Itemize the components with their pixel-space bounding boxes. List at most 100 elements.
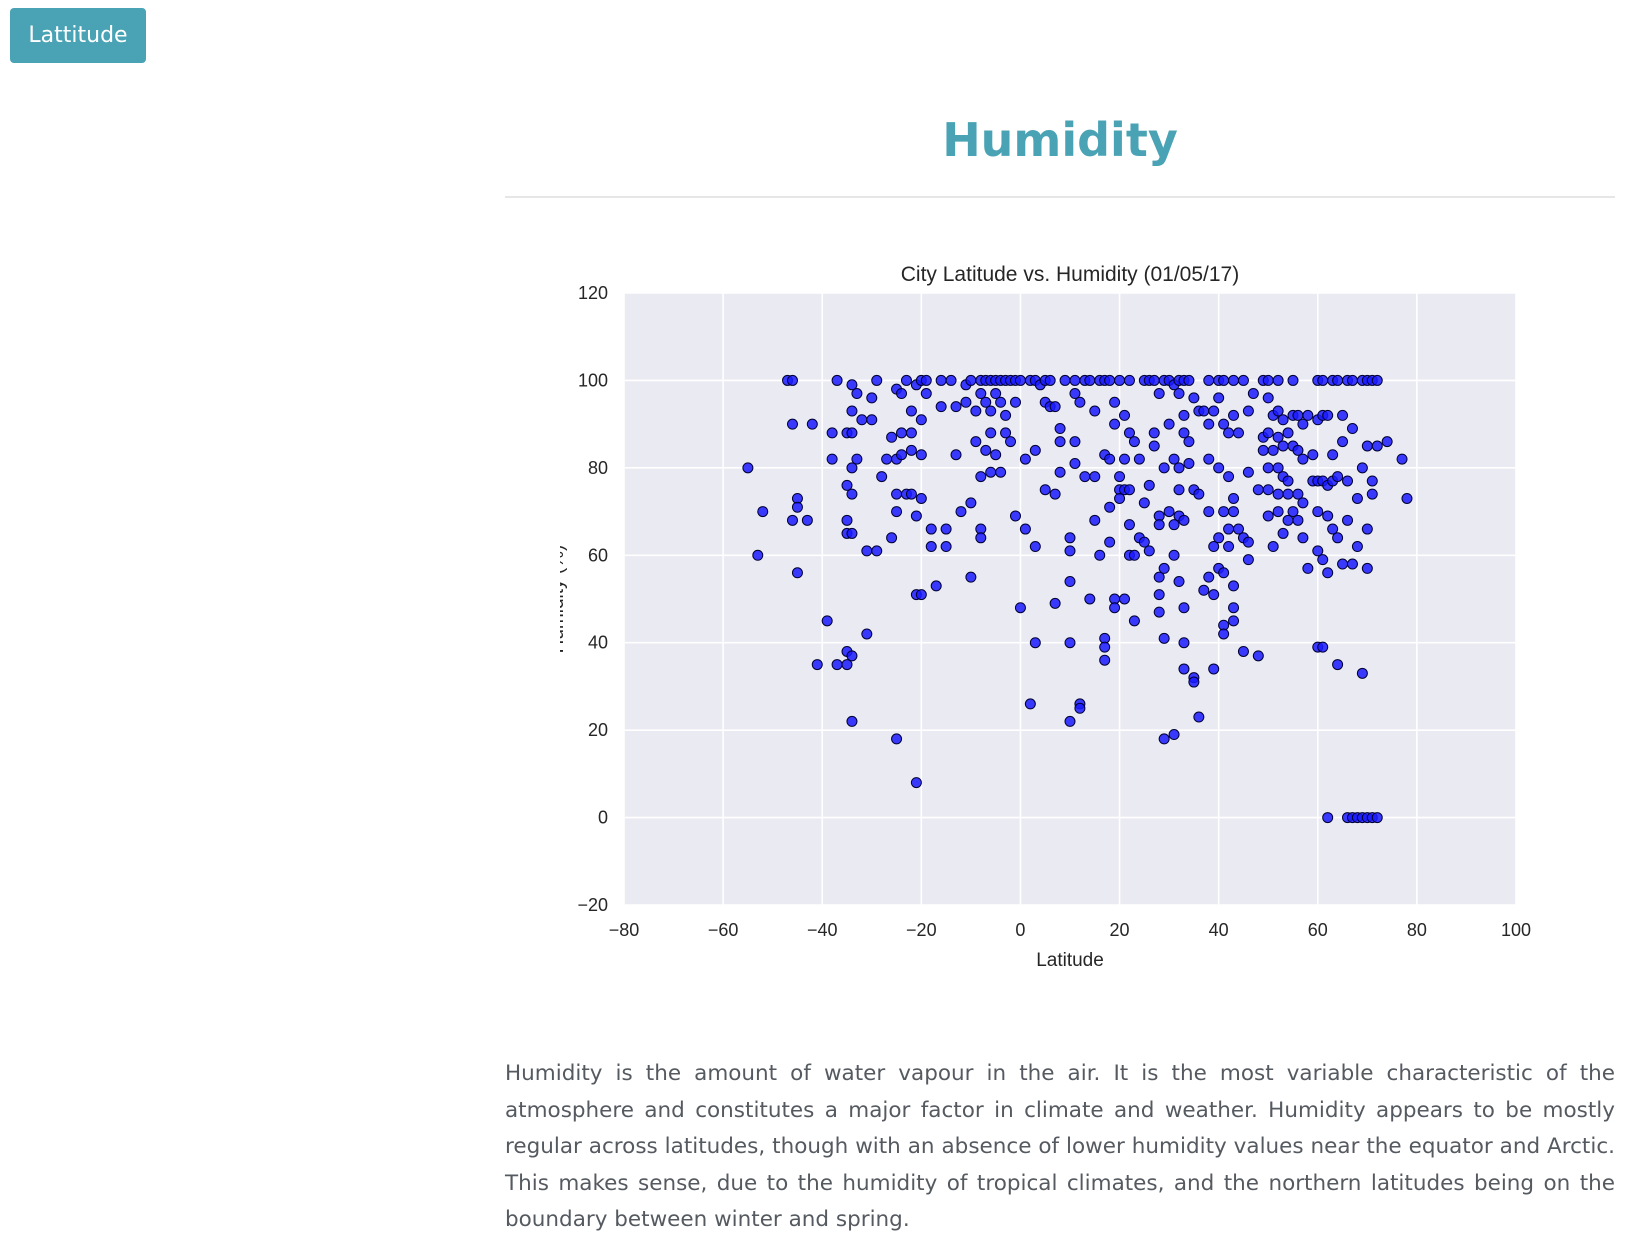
data-point — [995, 466, 1007, 478]
data-point — [1242, 405, 1254, 417]
data-point — [1000, 427, 1012, 439]
data-point — [846, 427, 858, 439]
data-point — [1252, 650, 1264, 662]
data-point — [1089, 471, 1101, 483]
data-point — [1178, 514, 1190, 526]
title-divider — [505, 196, 1615, 198]
data-point — [1277, 414, 1289, 426]
data-point — [1208, 589, 1220, 601]
data-point — [1138, 536, 1150, 548]
y-tick-label: 120 — [578, 283, 608, 303]
data-point — [1332, 374, 1344, 386]
data-point — [1361, 440, 1373, 452]
data-point — [1153, 606, 1165, 618]
data-point — [851, 388, 863, 400]
data-point — [1069, 436, 1081, 448]
data-point — [876, 471, 888, 483]
data-point — [965, 497, 977, 509]
data-point — [1114, 374, 1126, 386]
data-point — [1114, 471, 1126, 483]
data-point — [846, 379, 858, 391]
data-point — [1228, 615, 1240, 627]
data-point — [896, 427, 908, 439]
data-point — [1203, 571, 1215, 583]
data-point — [1074, 702, 1086, 714]
data-point — [1163, 506, 1175, 518]
data-point — [1297, 532, 1309, 544]
data-point — [990, 449, 1002, 461]
data-point — [1168, 519, 1180, 531]
data-point — [841, 479, 853, 491]
data-point — [1332, 471, 1344, 483]
data-point — [970, 436, 982, 448]
data-point — [1188, 392, 1200, 404]
data-point — [1356, 667, 1368, 679]
data-point — [1218, 567, 1230, 579]
data-point — [1069, 457, 1081, 469]
data-point — [1183, 374, 1195, 386]
data-point — [1069, 388, 1081, 400]
data-point — [846, 462, 858, 474]
data-point — [1262, 462, 1274, 474]
data-point — [1242, 466, 1254, 478]
data-point — [1099, 641, 1111, 653]
data-point — [1158, 632, 1170, 644]
data-point — [891, 488, 903, 500]
data-point — [1302, 562, 1314, 574]
data-point — [757, 506, 769, 518]
data-point — [950, 449, 962, 461]
data-point — [791, 501, 803, 513]
data-point — [915, 449, 927, 461]
data-point — [1272, 488, 1284, 500]
data-point — [1277, 527, 1289, 539]
data-point — [846, 715, 858, 727]
data-point — [1168, 453, 1180, 465]
data-point — [920, 388, 932, 400]
data-point — [1228, 506, 1240, 518]
data-point — [801, 514, 813, 526]
data-point — [900, 374, 912, 386]
data-point — [1317, 641, 1329, 653]
data-point — [1109, 396, 1121, 408]
data-point — [1128, 549, 1140, 561]
data-point — [905, 405, 917, 417]
data-point — [1153, 388, 1165, 400]
data-point — [1218, 506, 1230, 518]
data-point — [1089, 514, 1101, 526]
data-point — [1337, 558, 1349, 570]
data-point — [1361, 523, 1373, 535]
data-point — [1128, 436, 1140, 448]
data-point — [896, 388, 908, 400]
data-point — [1371, 812, 1383, 824]
data-point — [1327, 523, 1339, 535]
data-point — [1099, 654, 1111, 666]
data-point — [1332, 659, 1344, 671]
x-tick-label: 60 — [1308, 920, 1328, 940]
data-point — [1009, 510, 1021, 522]
data-point — [1138, 497, 1150, 509]
x-axis-label: Latitude — [1036, 950, 1104, 971]
data-point — [1267, 541, 1279, 553]
data-point — [1213, 392, 1225, 404]
data-point — [846, 527, 858, 539]
data-point — [1218, 374, 1230, 386]
data-point — [861, 545, 873, 557]
latitude-nav-button[interactable]: Lattitude — [10, 8, 146, 63]
data-point — [1104, 374, 1116, 386]
data-point — [1119, 593, 1131, 605]
plot-area — [624, 293, 1516, 905]
data-point — [856, 414, 868, 426]
data-point — [1242, 536, 1254, 548]
x-tick-label: 100 — [1501, 920, 1531, 940]
y-tick-label: 40 — [588, 633, 608, 653]
data-point — [1173, 576, 1185, 588]
data-point — [1183, 436, 1195, 448]
data-point — [985, 466, 997, 478]
data-point — [1168, 549, 1180, 561]
data-point — [1193, 711, 1205, 723]
data-point — [1064, 545, 1076, 557]
data-point — [1223, 471, 1235, 483]
data-point — [1128, 615, 1140, 627]
data-point — [1247, 388, 1259, 400]
data-point — [1213, 462, 1225, 474]
